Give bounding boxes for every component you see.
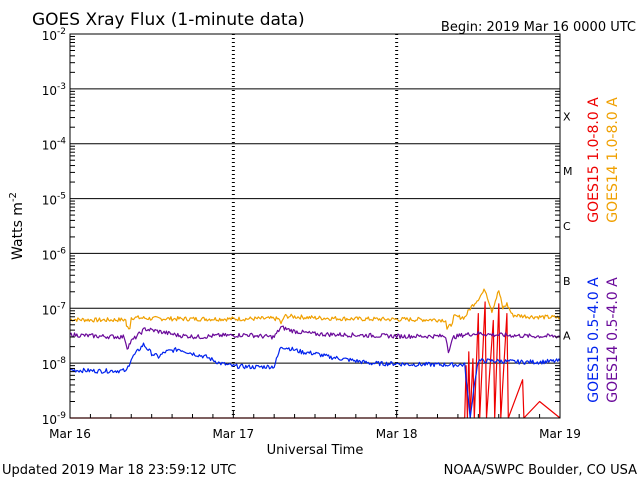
y-tick-exponent: -8 [57,356,66,366]
x-axis-label: Universal Time [267,443,364,458]
y-tick-label-6: 10-8 [42,356,67,372]
y-tick-exponent: -5 [57,192,66,202]
legend-goes14-long: GOES14 1.0-8.0 A [605,97,621,223]
y-axis-ticks: 10-210-310-410-510-610-710-810-9 [42,27,560,427]
series-line-0 [70,301,561,419]
y-tick-label-4: 10-6 [42,246,67,262]
x-tick-label-1: Mar 17 [212,427,254,441]
footer-updated: Updated 2019 Mar 18 23:59:12 UTC [2,463,236,478]
y-tick-label-1: 10-3 [42,82,66,98]
legend-goes15-long: GOES15 1.0-8.0 A [586,97,602,223]
y-tick-label-7: 10-9 [42,411,67,427]
chart-title: GOES Xray Flux (1-minute data) [32,10,305,30]
x-tick-label-3: Mar 19 [539,427,581,441]
y-tick-base: 10 [42,139,57,153]
y-tick-exponent: -2 [57,27,66,37]
legend-goes14-short: GOES14 0.5-4.0 A [605,277,621,403]
y-tick-base: 10 [42,303,57,317]
y-tick-exponent: -9 [57,411,66,421]
y-tick-label-3: 10-5 [42,192,66,208]
begin-label: Begin: 2019 Mar 16 0000 UTC [441,20,636,35]
y-tick-exponent: -4 [57,137,66,147]
y-tick-exponent: -3 [57,82,66,92]
y-tick-exponent: -7 [57,301,66,311]
y-tick-label-5: 10-7 [42,301,66,317]
footer-source: NOAA/SWPC Boulder, CO USA [444,463,637,478]
y-tick-base: 10 [42,84,57,98]
day-separators [231,34,399,418]
flare-class-b: B [563,275,571,288]
x-axis-ticks: Mar 16 Mar 17 Mar 18 Mar 19 [49,410,581,441]
y-tick-base: 10 [42,194,57,208]
x-tick-label-0: Mar 16 [49,427,91,441]
y-tick-exponent: -6 [57,246,66,256]
y-tick-base: 10 [42,413,57,427]
y-tick-label-0: 10-2 [42,27,66,43]
series-group [69,288,561,419]
x-tick-label-2: Mar 18 [376,427,418,441]
y-tick-label-2: 10-4 [42,137,67,153]
legend-goes15-short: GOES15 0.5-4.0 A [586,277,602,403]
y-tick-base: 10 [42,29,57,43]
y-axis-label: Watts m-2 [8,192,26,260]
flare-class-x: X [563,110,571,123]
y-axis-label-text: Watts m [10,202,26,260]
series-line-3 [69,325,561,354]
grid-lines [70,33,560,419]
flare-class-m: M [563,165,573,178]
y-axis-label-exponent: -2 [8,192,19,202]
flare-class-labels: X M C B A [563,110,573,342]
y-tick-base: 10 [42,248,57,262]
flare-class-c: C [563,220,571,233]
series-line-2 [69,342,561,419]
y-tick-base: 10 [42,358,57,372]
flare-class-a: A [563,330,571,343]
series-line-1 [69,288,561,330]
